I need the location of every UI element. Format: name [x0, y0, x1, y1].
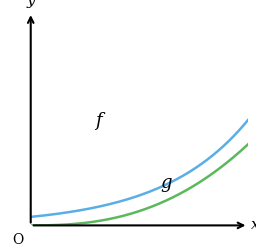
Text: x: x	[251, 218, 256, 233]
Text: g: g	[160, 174, 172, 192]
Text: y: y	[26, 0, 35, 8]
Text: f: f	[95, 112, 102, 130]
Text: O: O	[12, 233, 24, 245]
